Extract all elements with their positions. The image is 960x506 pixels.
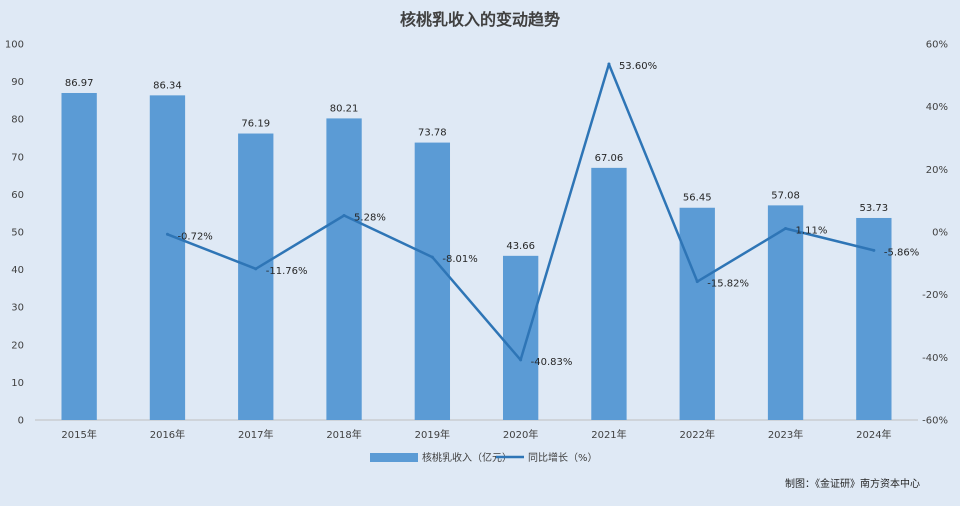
x-tick-label: 2019年 [415, 428, 450, 441]
y-left-tick-label: 70 [11, 152, 24, 163]
bar [326, 118, 362, 420]
legend-line-label: 同比增长（%） [528, 451, 598, 464]
x-tick-label: 2024年 [856, 428, 891, 441]
y-left-tick-label: 100 [5, 40, 24, 51]
y-left-tick-label: 60 [11, 190, 24, 201]
x-tick-label: 2018年 [326, 428, 361, 441]
y-right-tick-label: -20% [922, 290, 948, 301]
line-point [430, 255, 434, 259]
line-point [695, 280, 699, 284]
line-data-label: -5.86% [884, 247, 919, 258]
line-data-label: 1.11% [796, 226, 828, 237]
legend-bar-swatch [370, 453, 418, 462]
bar-data-label: 67.06 [595, 153, 624, 164]
legend: 核桃乳收入（亿元） 同比增长（%） [370, 451, 598, 464]
bar-data-label: 73.78 [418, 128, 447, 139]
bar-data-label: 86.34 [153, 80, 182, 91]
line-data-label: -15.82% [707, 279, 749, 290]
line-data-label: -40.83% [531, 357, 573, 368]
x-tick-label: 2021年 [591, 428, 626, 441]
y-left-tick-label: 50 [11, 228, 24, 239]
bar-data-label: 53.73 [860, 203, 889, 214]
line-data-label: 53.60% [619, 61, 657, 72]
bar-data-label: 86.97 [65, 78, 94, 89]
x-tick-label: 2017年 [238, 428, 273, 441]
y-left-tick-label: 80 [11, 115, 24, 126]
line-point [519, 358, 523, 362]
bar [767, 205, 804, 420]
y-right-tick-label: 60% [926, 40, 948, 51]
y-left-tick-label: 0 [18, 416, 24, 427]
bar [238, 133, 274, 420]
bar-data-label: 57.08 [771, 190, 800, 201]
x-tick-label: 2023年 [768, 428, 803, 441]
line-data-label: -0.72% [177, 231, 212, 242]
bar-data-label: 56.45 [683, 193, 712, 204]
y-axis-right: -60% -40% -20% 0% 20% 40% 60% [922, 40, 948, 427]
bar-data-label: 80.21 [330, 103, 359, 114]
bar [61, 92, 97, 420]
x-tick-label: 2020年 [503, 428, 538, 441]
bar-data-labels: 86.97 86.34 76.19 80.21 73.78 43.66 67.06 56.45… [65, 78, 888, 252]
y-axis-left: 0 10 20 30 40 50 60 70 80 90 100 [5, 40, 24, 427]
y-right-tick-label: 40% [926, 102, 948, 113]
chart-title: 核桃乳收入的变动趋势 [400, 10, 560, 29]
bar-series [61, 92, 892, 420]
credit-text: 制图：《金证研》南方资本中心 [785, 477, 920, 490]
line-point [342, 213, 346, 217]
x-tick-label: 2016年 [150, 428, 185, 441]
legend-bar-label: 核桃乳收入（亿元） [422, 451, 512, 464]
y-left-tick-label: 10 [11, 378, 24, 389]
bar [591, 167, 627, 420]
y-right-tick-label: -60% [922, 416, 948, 427]
bar [679, 207, 715, 420]
y-left-tick-label: 40 [11, 265, 24, 276]
y-left-tick-label: 90 [11, 77, 24, 88]
y-right-tick-label: -40% [922, 353, 948, 364]
line-data-label: -11.76% [266, 266, 308, 277]
bar-data-label: 43.66 [506, 241, 535, 252]
line-point [165, 232, 169, 236]
y-left-tick-label: 30 [11, 303, 24, 314]
line-data-label: -8.01% [442, 254, 477, 265]
bar [149, 95, 186, 420]
y-right-tick-label: 20% [926, 165, 948, 176]
x-axis: 2015年 2016年 2017年 2018年 2019年 2020年 2021年 2022年… [61, 428, 891, 441]
line-data-label: 5.28% [354, 212, 386, 223]
x-tick-label: 2015年 [61, 428, 96, 441]
bar [414, 142, 451, 420]
line-data-labels: -0.72% -11.76% 5.28% -8.01% -40.83% 53.60% -15… [177, 61, 919, 368]
y-left-tick-label: 20 [11, 340, 24, 351]
y-right-tick-label: 0% [932, 228, 948, 239]
line-series [165, 62, 876, 362]
bar-data-label: 76.19 [241, 119, 270, 130]
line-point [254, 267, 258, 271]
x-tick-label: 2022年 [680, 428, 715, 441]
line-point [872, 248, 876, 252]
bar [502, 255, 539, 420]
line-point [607, 62, 611, 66]
line-point [784, 227, 788, 231]
